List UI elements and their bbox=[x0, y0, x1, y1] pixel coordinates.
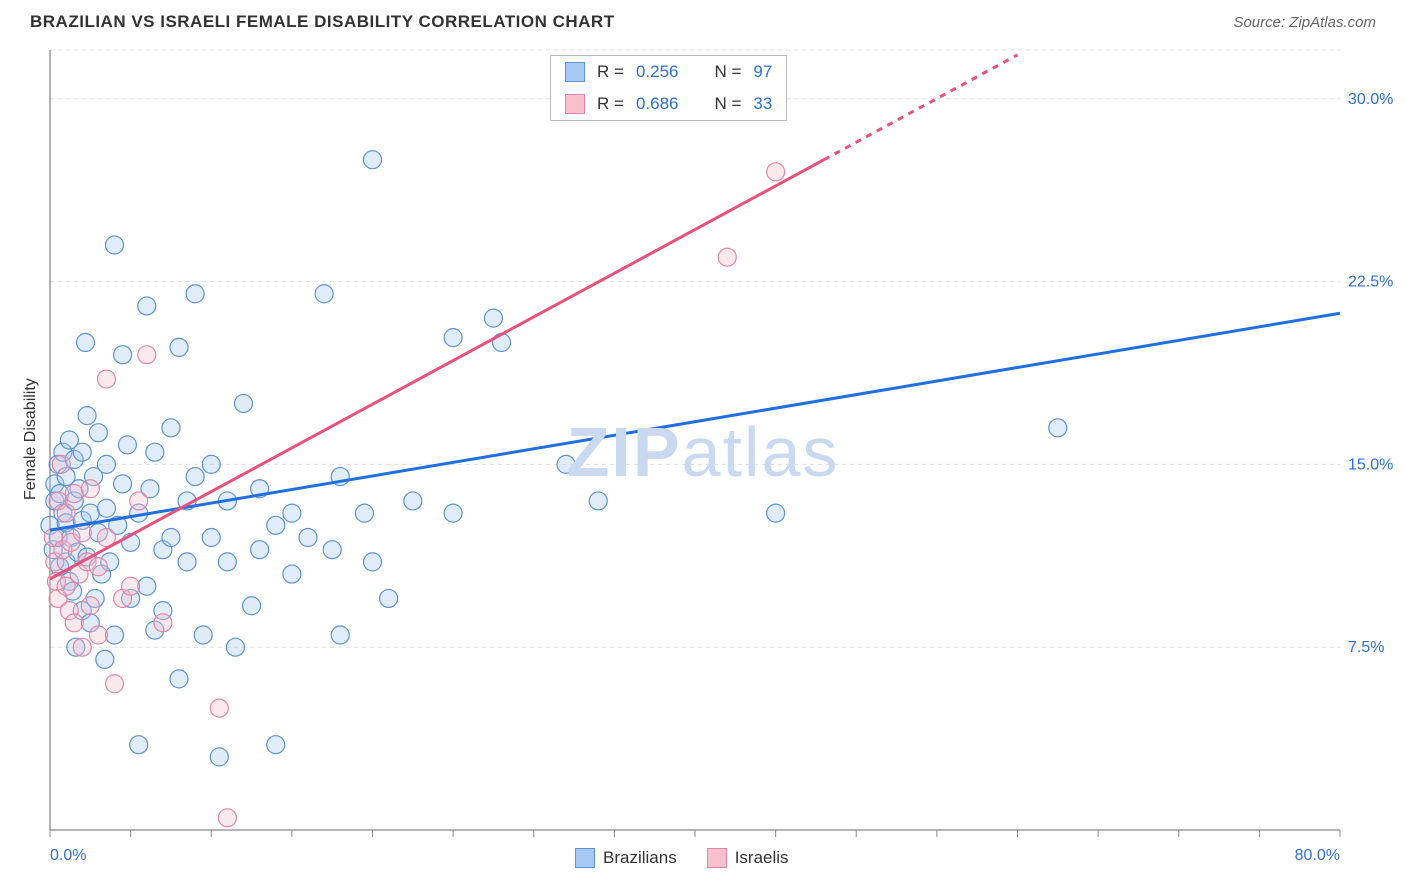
legend-item: Brazilians bbox=[575, 848, 677, 868]
series-legend: Brazilians Israelis bbox=[575, 848, 789, 868]
svg-text:22.5%: 22.5% bbox=[1348, 274, 1393, 291]
stat-n-value: 97 bbox=[753, 62, 772, 82]
stat-r-label: R = bbox=[597, 94, 624, 114]
stat-n-value: 33 bbox=[753, 94, 772, 114]
svg-text:7.5%: 7.5% bbox=[1348, 639, 1384, 656]
stat-n-label: N = bbox=[714, 94, 741, 114]
legend-swatch bbox=[707, 848, 727, 868]
stat-n-label: N = bbox=[714, 62, 741, 82]
scatter-chart: 7.5% 15.0% 22.5% 30.0% 0.0% 80.0% bbox=[0, 40, 1406, 880]
legend-swatch bbox=[565, 94, 585, 114]
legend-swatch bbox=[575, 848, 595, 868]
legend-swatch bbox=[565, 62, 585, 82]
svg-text:30.0%: 30.0% bbox=[1348, 91, 1393, 108]
chart-container: 7.5%15.0%22.5%30.0%0.0%80.0% ZIPatlas Fe… bbox=[0, 40, 1406, 880]
stat-row: R = 0.256 N = 97 bbox=[551, 56, 786, 88]
legend-label: Brazilians bbox=[603, 848, 677, 868]
stat-legend-box: R = 0.256 N = 97 R = 0.686 N = 33 bbox=[550, 55, 787, 121]
legend-item: Israelis bbox=[707, 848, 789, 868]
chart-title: BRAZILIAN VS ISRAELI FEMALE DISABILITY C… bbox=[30, 12, 615, 32]
svg-text:15.0%: 15.0% bbox=[1348, 456, 1393, 473]
svg-text:0.0%: 0.0% bbox=[50, 847, 86, 864]
stat-row: R = 0.686 N = 33 bbox=[551, 88, 786, 120]
stat-r-label: R = bbox=[597, 62, 624, 82]
stat-r-value: 0.256 bbox=[636, 62, 679, 82]
y-axis-label: Female Disability bbox=[22, 378, 40, 500]
svg-text:80.0%: 80.0% bbox=[1295, 847, 1340, 864]
legend-label: Israelis bbox=[735, 848, 789, 868]
stat-r-value: 0.686 bbox=[636, 94, 679, 114]
chart-source: Source: ZipAtlas.com bbox=[1233, 14, 1376, 31]
